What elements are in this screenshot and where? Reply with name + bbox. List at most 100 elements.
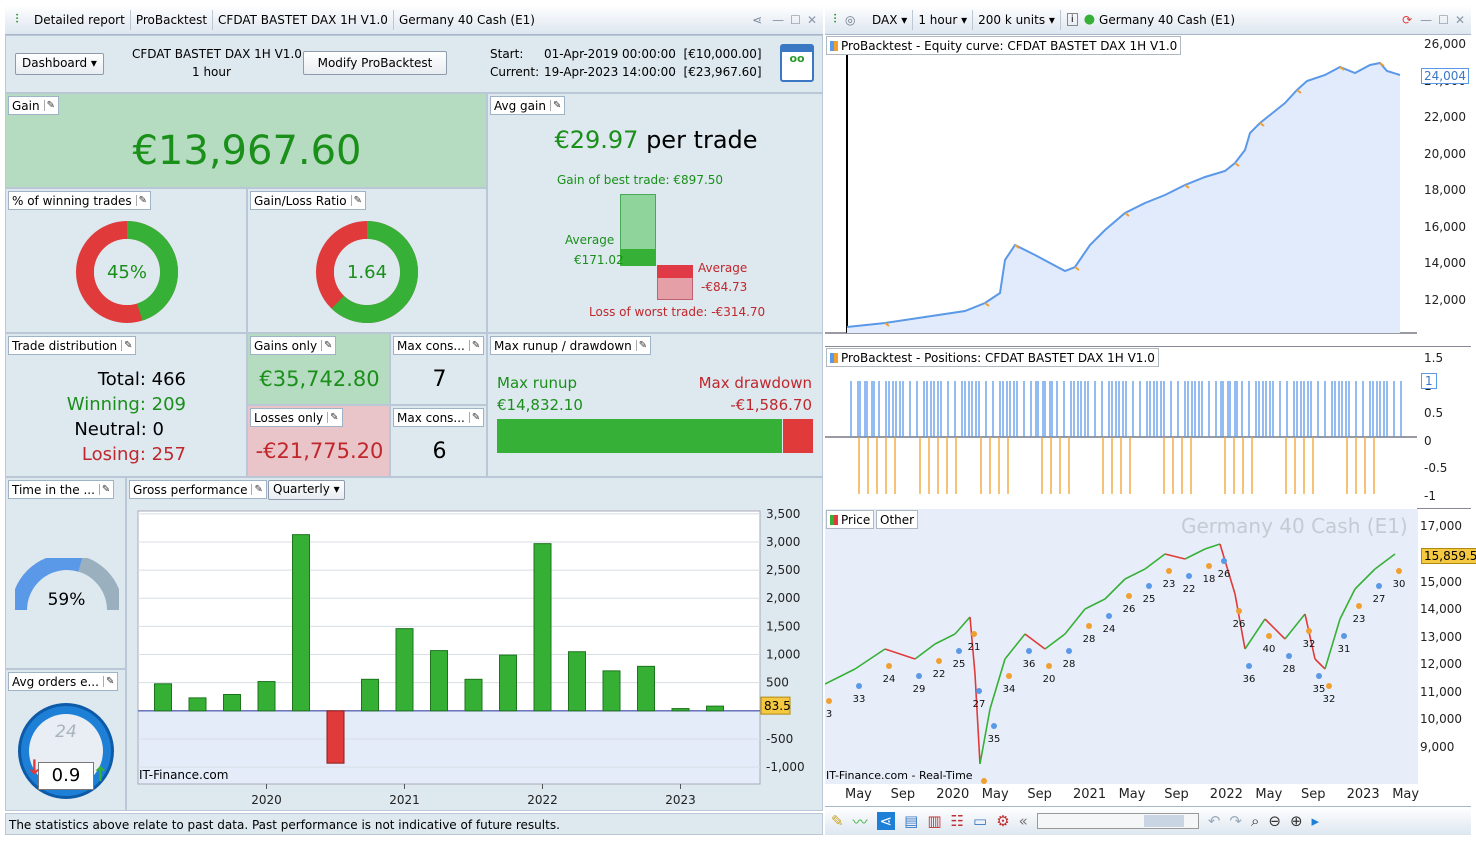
price-x-label: May [1255,787,1283,802]
bar-2020Q1 [257,681,276,712]
units-dropdown[interactable]: 200 k units ▾ [973,9,1061,30]
best-trade: Gain of best trade: €897.50 [557,173,724,187]
tab-detailed-report[interactable]: Detailed report [29,9,131,30]
avg-orders-label: Avg orders e... ✎ [8,672,119,691]
wrench-icon[interactable]: ✎ [321,340,332,351]
chat-icon[interactable]: ▤ [904,812,919,830]
wrench-icon[interactable]: ✎ [468,340,480,351]
price-x-label: 2023 [1346,787,1380,802]
timeframe-dropdown[interactable]: 1 hour ▾ [913,9,974,30]
trade-label: 24 [883,674,896,685]
max-cons-wins-panel: Max cons... ✎ 7 [390,333,487,405]
undo-icon[interactable]: ↶ [1207,812,1221,830]
wrench-icon[interactable]: ✎ [327,412,339,423]
max-cons-wins-label: Max cons... ✎ [393,336,485,355]
price-segment [1374,553,1396,570]
zoom-out-icon[interactable]: ⊖ [1268,812,1281,830]
tab-system-name[interactable]: CFDAT BASTET DAX 1H V1.0 [213,9,394,30]
bar-2022Q3 [602,670,621,712]
draw-tool-icon[interactable]: ✎ [831,812,844,830]
disclaimer-footer: The statistics above relate to past data… [5,813,823,835]
y-tick-label: 2,500 [766,563,800,577]
avg-positive-value: €171.02 [574,253,624,267]
equity-loss-segment [1379,62,1385,67]
maximize-icon[interactable]: ☐ [1438,12,1449,27]
maximize-icon[interactable]: ☐ [790,12,801,27]
modify-probacktest-button[interactable]: Modify ProBacktest [303,51,447,75]
backtest-icon[interactable]: ⚙ [996,812,1010,830]
equity-loss-segment [1259,122,1265,127]
close-icon[interactable]: ✕ [1454,12,1465,27]
wrench-icon[interactable]: ✎ [549,100,561,111]
indicator-icon[interactable]: 〰 [852,812,868,831]
wrench-icon[interactable]: ✎ [98,484,110,495]
wrench-icon[interactable]: ✎ [350,195,362,206]
bar-2020Q3 [326,710,345,764]
avg-gain-panel: Avg gain ✎ €29.97 per trade Gain of best … [487,93,823,333]
wrench-icon[interactable]: ✎ [468,412,480,423]
wrench-icon[interactable]: ✎ [102,676,114,687]
tab-probacktest[interactable]: ProBacktest [131,9,214,30]
close-icon[interactable]: ✕ [806,12,817,27]
trade-marker [1221,558,1227,564]
zoom-fit-icon[interactable]: ⌕ [1250,812,1260,830]
zoom-in-icon[interactable]: ⊕ [1289,812,1303,830]
winning-donut [76,221,178,323]
trade-marker [1326,683,1332,689]
trade-marker [1356,603,1362,609]
period-dropdown[interactable]: Quarterly ▾ [268,480,345,500]
trade-label: 36 [1243,674,1256,685]
trade-label: 32 [1323,694,1336,705]
price-segment [1164,553,1186,560]
price-x-label: Sep [1027,787,1052,802]
chart-watermark: IT-Finance.com [139,768,229,782]
wrench-icon[interactable]: ✎ [43,100,55,111]
wrench-icon[interactable]: ✎ [135,195,147,206]
trade-label: 3 [826,709,832,720]
price-segment [1234,593,1246,650]
positions-axis: 1.5 1 0.5 0 -0.5 -1 [1418,347,1471,509]
trade-label: 40 [1263,644,1276,655]
tab-market[interactable]: Germany 40 Cash (E1) [398,12,535,27]
wrench-icon[interactable]: ✎ [121,340,132,351]
price-tab[interactable]: Price [826,510,875,529]
wrench-icon[interactable]: ✎ [251,484,263,495]
watchlist-icon[interactable]: ◎ [845,12,856,27]
time-in-market-panel: Time in the ... ✎ 59% [5,477,126,669]
trade-marker [1306,628,1312,634]
max-cons-losses-value: 6 [432,439,447,464]
dashboard-dropdown[interactable]: Dashboard ▾ [15,53,104,75]
scroll-left-icon[interactable]: « [1018,812,1028,830]
avg-orders-panel: Avg orders e... ✎ 24 0.9 ↓ ↑ [5,669,126,811]
info-icon[interactable]: i [1066,13,1078,26]
trade-label: 23 [1353,614,1366,625]
equity-loss-segment [1014,244,1020,249]
share-icon[interactable]: ⋖ [876,812,896,830]
redo-icon[interactable]: ↷ [1229,812,1242,830]
equity-y-tick: 20,000 [1424,146,1466,161]
bar-2021Q4 [499,654,517,712]
scroll-end-icon[interactable]: ▸ [1311,812,1320,830]
report-icon[interactable]: ▥ [927,812,942,830]
trade-marker [1186,573,1192,579]
price-segment [1204,543,1221,550]
report-settings-icon[interactable]: oo [780,44,814,82]
orders-icon[interactable]: ☷ [950,812,964,830]
trade-marker [1246,663,1252,669]
instrument-dropdown[interactable]: DAX ▾ [867,9,914,30]
equity-y-tick: 14,000 [1424,256,1466,270]
up-arrow-icon: ↑ [92,762,109,786]
minimize-icon[interactable]: — [772,12,785,27]
other-tab[interactable]: Other [876,510,919,529]
minimize-icon[interactable]: — [1420,12,1433,27]
price-segment [1124,568,1146,580]
horizontal-scrollbar[interactable] [1036,813,1199,829]
screen-icon[interactable]: ▭ [973,812,988,830]
refresh-icon[interactable]: ⟳ [1402,12,1413,27]
equity-current-value: 24,004 [1421,68,1469,84]
wrench-icon[interactable]: ✎ [635,340,647,351]
positions-label: ProBacktest - Positions: CFDAT BASTET DA… [826,348,1159,367]
share-icon[interactable]: ⋖ [752,12,763,27]
max-cons-losses-label: Max cons... ✎ [393,408,485,427]
system-period: 1 hour [192,65,231,79]
